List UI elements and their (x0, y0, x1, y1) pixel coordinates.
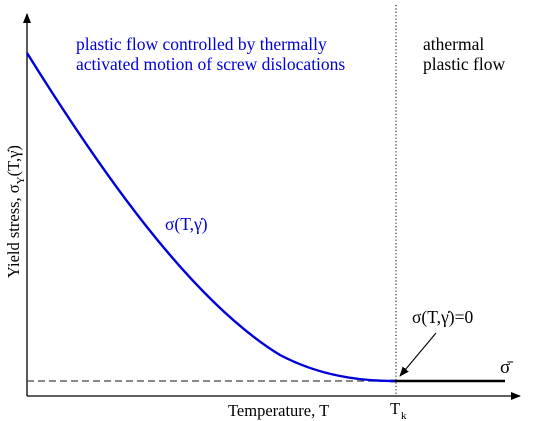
tk-subscript: k (401, 410, 407, 421)
yield-stress-curve (25, 52, 396, 383)
svg-text:Yield stress, σY(T,γ̇): Yield stress, σY(T,γ̇) (4, 145, 27, 278)
tk-main: T (390, 399, 400, 418)
y-label-args: (T, (4, 158, 23, 176)
athermal-region-label-line2: plastic flow (423, 54, 505, 74)
sigma-bar-label: σ̄ (500, 357, 513, 378)
thermal-region-label-line1: plastic flow controlled by thermally (76, 34, 327, 54)
curve-label: σ(T,γ̇) (165, 214, 208, 234)
y-label-main: Yield stress, σ (4, 184, 23, 278)
y-axis-label: Yield stress, σY(T,γ̇) (4, 145, 27, 278)
athermal-region-label-line1: athermal (423, 34, 484, 54)
y-label-close: ) (4, 145, 23, 151)
y-label-subscript: Y (15, 176, 27, 184)
tk-tick-label: T k (390, 399, 407, 421)
annotation-arrow (399, 332, 437, 377)
y-label-gamma-dot: γ̇ (4, 150, 23, 159)
zero-stress-annotation: σ(T,γ̇)=0 (412, 307, 473, 327)
thermal-region-label-line2: activated motion of screw dislocations (76, 54, 345, 74)
x-axis-label: Temperature, T (228, 401, 329, 420)
